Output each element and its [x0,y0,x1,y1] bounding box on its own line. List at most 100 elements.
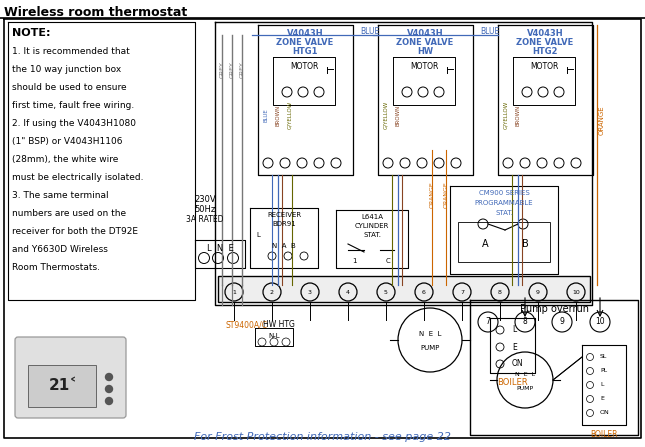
Text: MOTOR: MOTOR [290,62,318,71]
Circle shape [106,397,112,405]
Text: 2. If using the V4043H1080: 2. If using the V4043H1080 [12,119,136,128]
Text: SL: SL [600,354,608,359]
Text: BOILER: BOILER [590,430,618,439]
Text: V4043H: V4043H [286,29,323,38]
Text: Room Thermostats.: Room Thermostats. [12,263,100,272]
Text: BROWN: BROWN [275,105,281,126]
Text: GREY: GREY [230,62,235,78]
Text: ON: ON [512,359,524,368]
Text: N  E  L: N E L [515,372,535,378]
Text: L: L [256,232,260,238]
Text: G/YELLOW: G/YELLOW [504,101,508,129]
Text: 6: 6 [422,290,426,295]
Text: (1" BSP) or V4043H1106: (1" BSP) or V4043H1106 [12,137,123,146]
Text: 4: 4 [346,290,350,295]
Text: ORANGE: ORANGE [444,181,448,208]
Text: C: C [386,258,390,264]
Text: V4043H: V4043H [407,29,443,38]
Text: BROWN: BROWN [515,105,521,126]
Text: 9: 9 [536,290,540,295]
Text: HTG1: HTG1 [292,47,318,56]
FancyBboxPatch shape [15,337,126,418]
Text: the 10 way junction box: the 10 way junction box [12,65,121,74]
Text: ZONE VALVE: ZONE VALVE [276,38,333,47]
Text: BDR91: BDR91 [272,221,296,227]
Text: HW: HW [417,47,433,56]
Text: L641A: L641A [361,214,383,220]
Text: N  E  L: N E L [419,331,441,337]
Bar [458,222,550,262]
Text: should be used to ensure: should be used to ensure [12,83,126,92]
Text: 9: 9 [560,317,564,326]
Text: BROWN: BROWN [395,105,401,126]
Text: BLUE: BLUE [361,28,380,37]
Text: PROGRAMMABLE: PROGRAMMABLE [475,200,533,206]
Text: 8: 8 [522,317,528,326]
Text: first time, fault free wiring.: first time, fault free wiring. [12,101,134,110]
Text: Wireless room thermostat: Wireless room thermostat [4,5,187,18]
Text: B: B [522,239,528,249]
Text: CYLINDER: CYLINDER [355,223,389,229]
Text: ORANGE: ORANGE [599,105,605,135]
Text: 21˂: 21˂ [48,379,77,393]
Text: ST9400A/C: ST9400A/C [225,320,267,329]
Text: NOTE:: NOTE: [12,28,50,38]
Text: ZONE VALVE: ZONE VALVE [517,38,573,47]
Text: STAT.: STAT. [495,210,513,216]
Text: 3A RATED: 3A RATED [186,215,224,224]
Circle shape [106,374,112,380]
Text: PUMP: PUMP [517,385,533,391]
Bar [218,276,590,302]
Text: BOILER: BOILER [497,378,528,387]
Text: GREY: GREY [239,62,244,78]
Text: L: L [600,383,604,388]
Text: E: E [600,396,604,401]
Text: numbers are used on the: numbers are used on the [12,209,126,218]
Circle shape [106,385,112,392]
Text: (28mm), the white wire: (28mm), the white wire [12,155,119,164]
Text: G/YELLOW: G/YELLOW [288,101,292,129]
Bar [28,365,96,407]
Text: BLUE: BLUE [481,28,500,37]
Text: and Y6630D Wireless: and Y6630D Wireless [12,245,108,254]
Text: receiver for both the DT92E: receiver for both the DT92E [12,227,138,236]
Text: 1. It is recommended that: 1. It is recommended that [12,47,130,56]
Text: STAT.: STAT. [363,232,381,238]
Text: A: A [482,239,488,249]
Text: 2: 2 [270,290,274,295]
Text: 230V: 230V [194,195,216,204]
Text: 10: 10 [595,317,605,326]
Text: 7: 7 [486,317,490,326]
Text: PUMP: PUMP [421,345,440,351]
Text: 1: 1 [352,258,356,264]
Text: 3: 3 [308,290,312,295]
Text: L  N  E: L N E [206,244,233,253]
Text: MOTOR: MOTOR [410,62,438,71]
Text: CM900 SERIES: CM900 SERIES [479,190,530,196]
Text: G/YELLOW: G/YELLOW [384,101,388,129]
Text: 10: 10 [572,290,580,295]
Text: 1: 1 [232,290,236,295]
Text: GREY: GREY [219,62,224,78]
Text: BLUE: BLUE [264,108,268,122]
Text: 7: 7 [460,290,464,295]
Text: Pump overrun: Pump overrun [519,304,588,314]
Text: MOTOR: MOTOR [530,62,558,71]
Text: must be electrically isolated.: must be electrically isolated. [12,173,143,182]
Text: N  A  B: N A B [272,243,296,249]
Text: L: L [512,325,516,334]
Text: ORANGE: ORANGE [430,181,435,208]
Text: For Frost Protection information - see page 22: For Frost Protection information - see p… [194,432,450,442]
Text: 8: 8 [498,290,502,295]
Text: V4043H: V4043H [527,29,563,38]
Text: ON: ON [600,410,610,416]
Text: PL: PL [600,368,607,374]
Text: E: E [512,342,517,351]
Text: 50Hz: 50Hz [194,205,215,214]
Text: HW HTG: HW HTG [263,320,295,329]
Text: N-L: N-L [268,333,280,339]
Text: ZONE VALVE: ZONE VALVE [397,38,453,47]
Text: HTG2: HTG2 [532,47,558,56]
Text: 3. The same terminal: 3. The same terminal [12,191,108,200]
Text: 5: 5 [384,290,388,295]
